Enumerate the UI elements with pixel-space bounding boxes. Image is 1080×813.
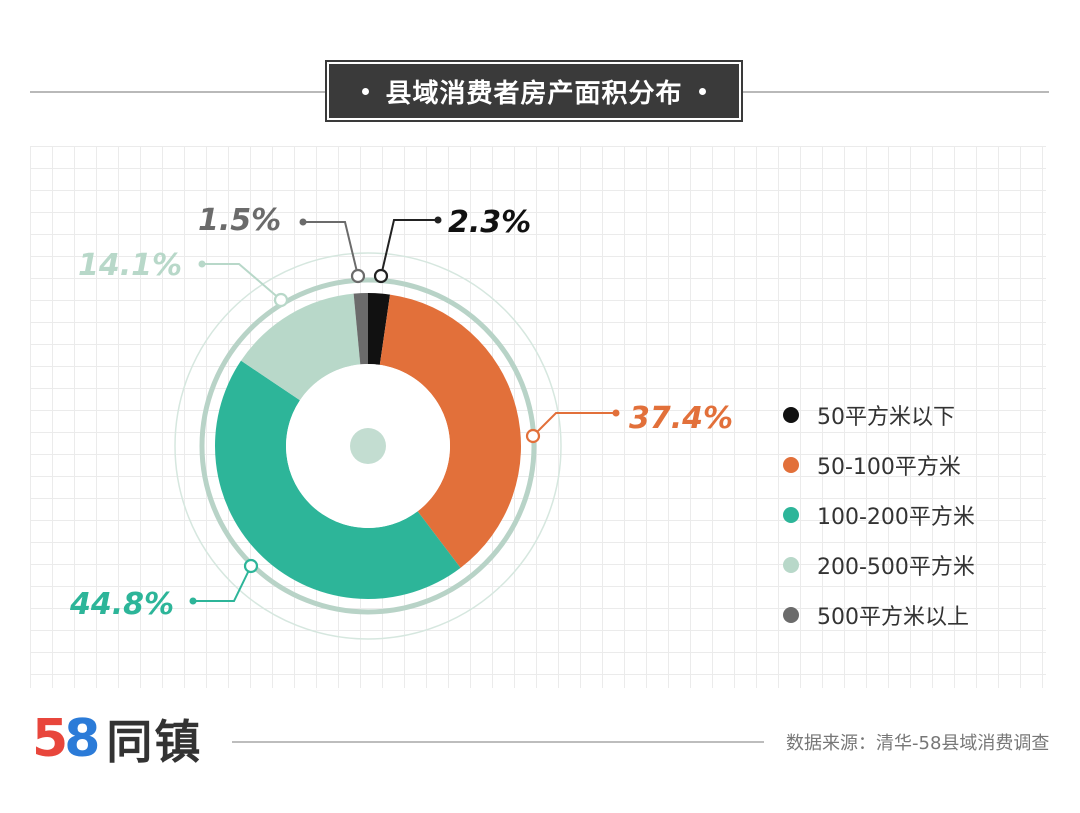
callout-end-dot: [612, 409, 620, 417]
callout-end-dot: [189, 597, 197, 605]
legend-label: 500平方米以上: [817, 605, 969, 630]
data-label: 2.3%: [448, 205, 531, 240]
legend-swatch: [783, 457, 799, 473]
legend-label: 50-100平方米: [817, 455, 961, 480]
logo-digit: 8: [64, 709, 100, 769]
data-label: 14.1%: [78, 248, 182, 283]
callout-end-dot: [299, 218, 307, 226]
legend-item-100-200: 100-200平方米: [783, 490, 975, 540]
data-source-note: 数据来源：清华-58县域消费调查: [786, 733, 1050, 754]
legend-item-50-below: 50平方米以下: [783, 390, 975, 440]
legend-item-500-above: 500平方米以上: [783, 590, 975, 640]
bullet-icon: [698, 87, 706, 95]
donut-slice: [368, 293, 391, 365]
outer-ring-thin: [174, 252, 562, 640]
title-rule-right: [741, 91, 1049, 93]
legend-item-200-500: 200-500平方米: [783, 540, 975, 590]
callout-anchor: [525, 428, 541, 444]
brand-logo: 58 同镇: [32, 706, 202, 772]
callout-anchor: [350, 268, 366, 284]
legend-label: 200-500平方米: [817, 555, 975, 580]
center-dot: [350, 428, 386, 464]
chart-grid-background: [30, 146, 1046, 688]
outer-ring-thick: [199, 277, 537, 615]
data-label: 37.4%: [629, 401, 733, 436]
donut-slice: [379, 294, 521, 568]
data-label: 1.5%: [198, 203, 281, 238]
callout-line: [380, 219, 438, 277]
legend-label: 50平方米以下: [817, 405, 955, 430]
callout-anchor: [273, 292, 289, 308]
chart-title: 县域消费者房产面积分布: [385, 78, 683, 109]
logo-text: 同镇: [106, 715, 203, 769]
donut-slice: [353, 293, 368, 365]
chart-title-banner: 县域消费者房产面积分布: [327, 62, 741, 120]
callout-end-dot: [434, 216, 442, 224]
donut-slice: [241, 293, 361, 401]
bullet-icon: [362, 87, 370, 95]
logo-number: 58: [32, 713, 100, 765]
callout-line: [303, 221, 359, 277]
callout-anchor: [243, 558, 259, 574]
legend-label: 100-200平方米: [817, 505, 975, 530]
legend-swatch: [783, 407, 799, 423]
data-label: 44.8%: [69, 587, 174, 622]
callout-line: [202, 263, 282, 301]
callout-line: [193, 565, 252, 602]
callout-line: [532, 412, 616, 437]
logo-digit: 5: [32, 709, 68, 769]
legend-swatch: [783, 607, 799, 623]
legend-swatch: [783, 557, 799, 573]
callout-end-dot: [198, 260, 206, 268]
donut-slice: [215, 360, 461, 599]
callout-anchor: [373, 268, 389, 284]
chart-legend: 50平方米以下 50-100平方米 100-200平方米 200-500平方米 …: [783, 390, 975, 640]
footer-rule: [232, 741, 764, 743]
legend-swatch: [783, 507, 799, 523]
legend-item-50-100: 50-100平方米: [783, 440, 975, 490]
title-rule-left: [30, 91, 327, 93]
